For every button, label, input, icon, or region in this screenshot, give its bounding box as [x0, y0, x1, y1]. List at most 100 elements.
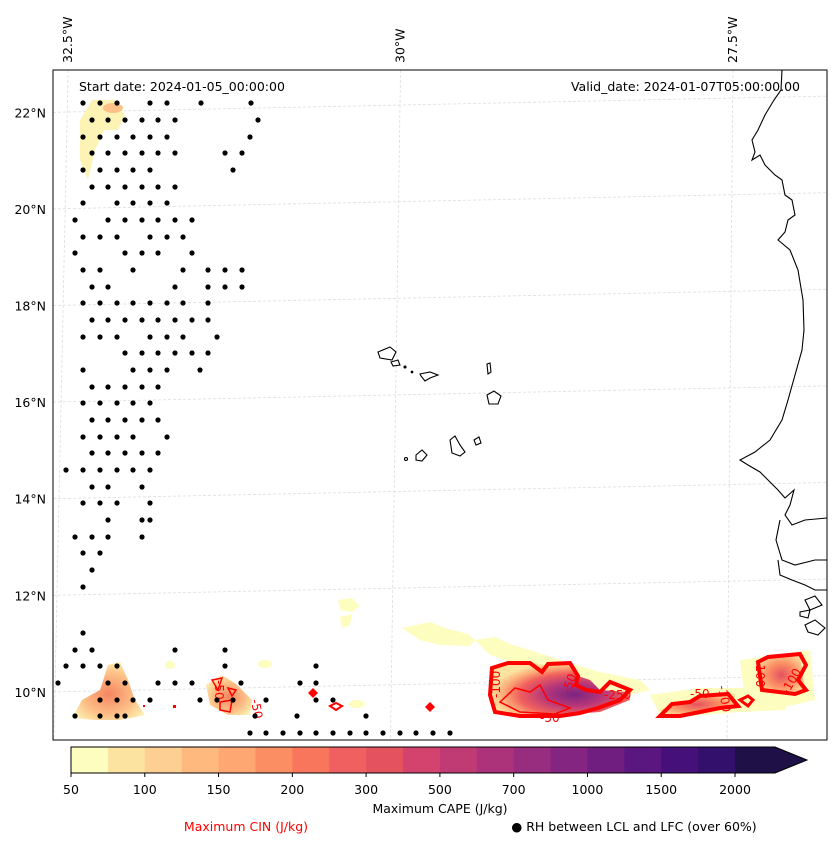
- lat-gridline: [53, 578, 827, 596]
- rh-marker: [97, 467, 103, 473]
- rh-marker: [97, 267, 103, 273]
- rh-marker: [130, 134, 136, 140]
- colorbar-segment: [513, 747, 552, 773]
- lat-tick-label: 14°N: [14, 492, 46, 507]
- rh-marker: [247, 134, 253, 140]
- rh-marker: [122, 713, 128, 719]
- rh-marker: [122, 680, 128, 686]
- rh-marker: [122, 417, 128, 423]
- rh-marker: [139, 117, 145, 123]
- rh-marker: [230, 167, 236, 173]
- rh-marker: [147, 134, 153, 140]
- rh-marker: [172, 647, 178, 653]
- cin-marker: [173, 705, 176, 708]
- africa-coastline: [738, 70, 827, 526]
- lat-gridline: [53, 385, 827, 403]
- colorbar-segment: [107, 747, 146, 773]
- cin-contour: [498, 683, 573, 715]
- lat-tick-label: 18°N: [14, 299, 46, 314]
- rh-marker: [172, 217, 178, 223]
- rh-marker: [239, 150, 245, 156]
- rh-marker: [114, 134, 120, 140]
- rh-marker: [122, 117, 128, 123]
- rh-marker: [80, 134, 86, 140]
- rh-marker: [147, 200, 153, 206]
- rh-marker: [97, 234, 103, 240]
- rh-marker: [147, 467, 153, 473]
- rh-marker: [114, 234, 120, 240]
- rh-marker: [97, 334, 103, 340]
- lat-tick-label: 16°N: [14, 395, 46, 410]
- island: [419, 371, 440, 382]
- rh-marker: [89, 384, 95, 390]
- rh-marker: [155, 450, 161, 456]
- longitude-ticks: 32.5°W30°W27.5°W25°W22.5°W20°W17.5°W: [60, 17, 740, 63]
- rh-marker: [114, 334, 120, 340]
- rh-marker: [139, 184, 145, 190]
- rh-marker: [255, 117, 261, 123]
- colorbar-tick-label: 300: [354, 782, 378, 797]
- rh-marker: [72, 217, 78, 223]
- rh-marker: [239, 267, 245, 273]
- rh-marker: [172, 284, 178, 290]
- colorbar-segment: [218, 747, 256, 773]
- cin-contour: [219, 699, 233, 713]
- rh-marker: [97, 100, 103, 106]
- colorbar-segment: [439, 747, 478, 773]
- rh-marker: [114, 663, 120, 669]
- colorbar-outline: [70, 746, 809, 774]
- lat-tick-label: 20°N: [14, 202, 46, 217]
- cin-contour: [655, 691, 742, 718]
- rh-marker: [155, 217, 161, 223]
- rh-marker: [105, 217, 111, 223]
- lat-tick-label: 12°N: [14, 588, 46, 603]
- gridlines: [53, 70, 827, 740]
- rh-marker: [97, 434, 103, 440]
- rh-marker: [114, 200, 120, 206]
- rh-marker: [139, 517, 145, 523]
- rh-marker: [248, 100, 254, 106]
- rh-marker: [222, 284, 228, 290]
- rh-marker: [63, 467, 69, 473]
- rh-marker: [114, 713, 120, 719]
- colorbar-tick-label: 1500: [645, 782, 677, 797]
- cin-marker: [308, 688, 318, 698]
- colorbar-tick-label: 500: [428, 782, 452, 797]
- rh-marker: [63, 663, 69, 669]
- rh-marker: [97, 713, 103, 719]
- cin-label: -50: [540, 711, 560, 725]
- rh-marker: [122, 450, 128, 456]
- rh-marker: [172, 350, 178, 356]
- rh-marker: [122, 150, 128, 156]
- colorbar-segment: [144, 747, 183, 773]
- rh-marker: [97, 697, 103, 703]
- lon-tick-label: 30°W: [393, 28, 408, 63]
- cape-region-band: [338, 598, 360, 612]
- rh-marker: [130, 200, 136, 206]
- cape-region-band: [402, 622, 475, 646]
- rh-marker: [164, 434, 170, 440]
- rh-marker: [397, 730, 403, 736]
- rh-marker: [139, 217, 145, 223]
- rh-marker: [239, 284, 245, 290]
- rh-marker: [172, 150, 178, 156]
- island: [377, 346, 397, 361]
- rh-marker: [313, 680, 319, 686]
- rh-marker: [189, 217, 195, 223]
- rh-marker: [164, 334, 170, 340]
- rh-marker: [164, 200, 170, 206]
- rh-marker: [164, 234, 170, 240]
- rh-marker: [89, 317, 95, 323]
- rh-marker: [122, 350, 128, 356]
- rh-marker: [347, 730, 353, 736]
- rh-marker: [105, 517, 111, 523]
- rh-marker: [155, 117, 161, 123]
- colorbar-tick-label: 700: [502, 782, 526, 797]
- rh-marker: [105, 284, 111, 290]
- rh-marker: [214, 697, 220, 703]
- rh-marker: [105, 117, 111, 123]
- rh-marker: [222, 663, 228, 669]
- lat-tick-label: 22°N: [14, 105, 46, 120]
- rh-marker: [114, 100, 120, 106]
- rh-marker: [147, 334, 153, 340]
